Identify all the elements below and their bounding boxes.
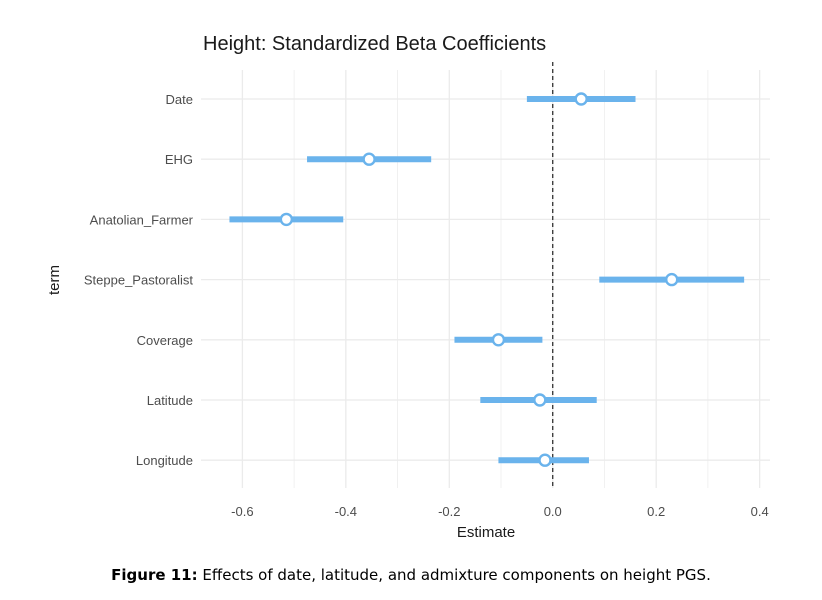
y-tick-label: Date <box>166 92 193 107</box>
y-axis-title: term <box>46 265 63 295</box>
point-estimate <box>279 212 294 227</box>
y-tick-label: Latitude <box>147 393 193 408</box>
caption-text: Effects of date, latitude, and admixture… <box>202 566 711 584</box>
data-layer <box>229 92 745 467</box>
x-axis-title: Estimate <box>457 524 515 541</box>
chart-title: Height: Standardized Beta Coefficients <box>203 33 546 55</box>
figure-label: Figure 11: <box>111 566 198 584</box>
x-tick-label: -0.4 <box>335 504 357 519</box>
y-tick-label: Steppe_Pastoralist <box>84 273 194 288</box>
x-tick-label: -0.6 <box>231 504 253 519</box>
coefficient-chart: -0.6 -0.4 -0.2 0.0 0.2 0.4 Date EHG Anatolian_Fa… <box>46 33 770 541</box>
x-tick-label: 0.2 <box>647 504 665 519</box>
point-estimate <box>574 92 588 106</box>
point-estimate <box>665 272 679 287</box>
figure-caption: Figure 11: Effects of date, latitude, an… <box>0 566 822 584</box>
y-tick-label: EHG <box>165 152 193 167</box>
x-tick-label: -0.2 <box>438 504 460 519</box>
point-estimate <box>362 152 376 166</box>
x-tick-label: 0.0 <box>544 504 562 519</box>
y-tick-label: Anatolian_Farmer <box>90 212 194 227</box>
y-tick-label: Longitude <box>136 453 193 468</box>
point-estimate <box>538 453 552 467</box>
x-tick-label: 0.4 <box>751 504 769 519</box>
point-estimate <box>491 333 506 347</box>
y-tick-label: Coverage <box>137 333 193 348</box>
point-estimate <box>533 393 547 407</box>
label-layer: -0.6 -0.4 -0.2 0.0 0.2 0.4 Date EHG Anatolian_Fa… <box>84 92 769 519</box>
